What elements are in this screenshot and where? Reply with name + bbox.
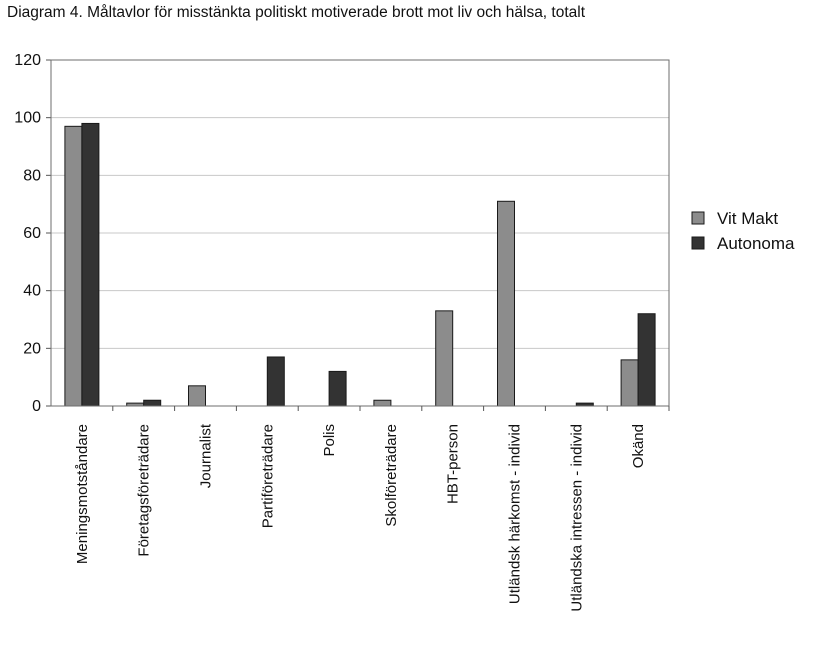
axes (46, 59, 670, 411)
chart-title: Diagram 4. Måltavlor för misstänkta poli… (7, 4, 586, 21)
x-tick-label: Partiföreträdare (259, 424, 276, 528)
bar-vit-makt (435, 310, 454, 407)
bar-autonoma (328, 370, 347, 407)
y-tick-label: 20 (23, 340, 41, 357)
x-tick-label: HBT-person (445, 424, 462, 504)
x-tick-label: Journalist (198, 423, 215, 488)
x-tick-label: Skolföreträdare (383, 424, 400, 527)
x-tick-label: Meningsmotståndare (74, 424, 91, 564)
x-tick-labels: Meningsmotståndare Företagsföreträdare Jou… (74, 423, 647, 611)
x-tick-label: Utländsk härkomst - individ (507, 424, 524, 604)
legend-swatch (691, 236, 705, 250)
bar-vit-makt (620, 359, 639, 407)
x-tick-label: Företagsföreträdare (136, 424, 153, 557)
y-tick-label: 100 (14, 110, 41, 127)
x-tick-label: Utländska intressen - individ (568, 424, 585, 612)
x-tick-label: Polis (321, 424, 338, 457)
x-tick-label: Okänd (630, 424, 647, 468)
bar-vit-makt (64, 125, 83, 407)
bar-vit-makt (373, 399, 392, 407)
bar-vit-makt (188, 385, 206, 407)
y-tick-labels: 0 20 40 60 80 100 120 (14, 52, 41, 415)
y-tick-label: 80 (23, 167, 41, 184)
y-tick-label: 120 (14, 52, 41, 69)
bar-autonoma (266, 356, 285, 407)
legend-label: Autonoma (717, 234, 795, 253)
bars (64, 122, 656, 407)
bar-vit-makt (497, 200, 515, 407)
y-tick-label: 40 (23, 283, 41, 300)
y-tick-label: 0 (32, 398, 41, 415)
bar-autonoma (81, 122, 100, 407)
legend-label: Vit Makt (717, 209, 778, 228)
legend-swatch (691, 211, 705, 225)
legend: Vit Makt Autonoma (691, 209, 795, 253)
gridlines (51, 59, 669, 349)
bar-autonoma (143, 399, 162, 407)
bar-autonoma (637, 313, 656, 407)
y-tick-label: 60 (23, 225, 41, 242)
